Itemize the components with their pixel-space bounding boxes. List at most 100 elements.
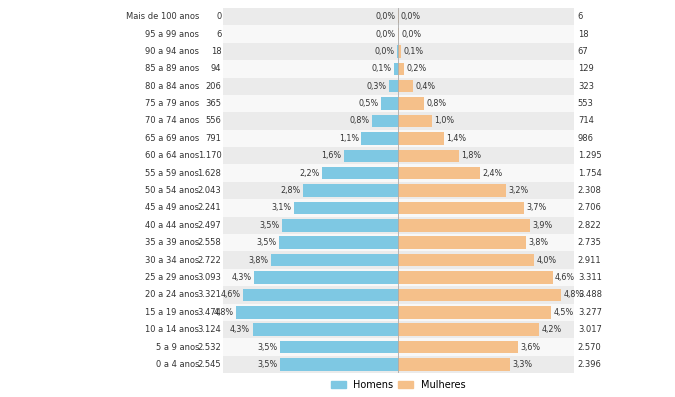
Bar [398,63,404,75]
Text: 94: 94 [211,64,221,73]
Text: 1.170: 1.170 [198,151,221,160]
Text: 2.558: 2.558 [198,238,221,247]
Text: 2.911: 2.911 [578,256,601,265]
Text: 80 a 84 anos: 80 a 84 anos [145,82,199,91]
Text: 2.396: 2.396 [578,360,601,369]
Bar [254,271,398,284]
Text: 67: 67 [578,47,589,56]
Text: 0,0%: 0,0% [401,12,421,21]
Text: 4,8%: 4,8% [214,308,234,317]
Text: 365: 365 [205,99,221,108]
Bar [398,219,530,231]
Text: 1.628: 1.628 [198,169,221,178]
Text: 75 a 79 anos: 75 a 79 anos [145,99,199,108]
Text: 206: 206 [205,82,221,91]
Bar [280,341,398,353]
Text: 3.321: 3.321 [198,291,221,299]
Bar [398,324,539,336]
Text: 0,0%: 0,0% [375,47,395,56]
Text: 4,2%: 4,2% [541,325,562,334]
Text: 50 a 54 anos: 50 a 54 anos [145,186,199,195]
Text: 791: 791 [205,134,221,143]
Text: 4,6%: 4,6% [555,273,575,282]
Bar [281,219,398,231]
Text: 15 a 19 anos: 15 a 19 anos [145,308,199,317]
Bar [0,286,675,304]
Bar [398,306,551,318]
Text: 1,0%: 1,0% [434,116,454,125]
Text: 3,5%: 3,5% [259,221,279,230]
Bar [398,254,534,266]
Bar [0,130,675,147]
Text: 4,3%: 4,3% [232,273,252,282]
Bar [0,356,675,373]
Text: 3.093: 3.093 [198,273,221,282]
Text: 3,1%: 3,1% [271,203,292,212]
Text: 0,2%: 0,2% [406,64,427,73]
Text: 4,3%: 4,3% [230,325,250,334]
Text: 55 a 59 anos: 55 a 59 anos [145,169,199,178]
Text: 986: 986 [578,134,594,143]
Text: 3,2%: 3,2% [508,186,529,195]
Text: 2.308: 2.308 [578,186,601,195]
Bar [344,150,398,162]
Text: 70 a 74 anos: 70 a 74 anos [145,116,199,125]
Text: 2,8%: 2,8% [280,186,300,195]
Text: 0,0%: 0,0% [376,12,396,21]
Text: 0,4%: 0,4% [416,82,436,91]
Bar [303,184,398,197]
Bar [398,184,506,197]
Text: 1.295: 1.295 [578,151,601,160]
Bar [381,97,398,110]
Bar [0,95,675,112]
Text: 1,6%: 1,6% [321,151,342,160]
Text: 3.311: 3.311 [578,273,601,282]
Text: 2.497: 2.497 [198,221,221,230]
Bar [398,167,480,179]
Bar [0,321,675,338]
Text: 3.277: 3.277 [578,308,602,317]
Text: Mais de 100 anos: Mais de 100 anos [126,12,199,21]
Bar [0,60,675,77]
Bar [398,150,458,162]
Text: 0,3%: 0,3% [366,82,386,91]
Text: 0,0%: 0,0% [402,29,422,39]
Text: 323: 323 [578,82,594,91]
Text: 6: 6 [216,29,221,39]
Text: 2.722: 2.722 [198,256,221,265]
Text: 2.735: 2.735 [578,238,601,247]
Text: 1,1%: 1,1% [339,134,359,143]
Bar [252,324,398,336]
Bar [0,251,675,269]
Bar [0,8,675,25]
Text: 2.570: 2.570 [578,343,601,352]
Bar [0,304,675,321]
Bar [389,80,398,93]
Text: 0,8%: 0,8% [427,99,447,108]
Text: 3,8%: 3,8% [528,238,548,247]
Bar [398,341,518,353]
Text: 18: 18 [211,47,221,56]
Text: 556: 556 [205,116,221,125]
Text: 3.017: 3.017 [578,325,601,334]
Text: 2,4%: 2,4% [483,169,503,178]
Text: 4,8%: 4,8% [563,291,583,299]
Bar [0,147,675,164]
Text: 85 a 89 anos: 85 a 89 anos [145,64,199,73]
Text: 2.545: 2.545 [198,360,221,369]
Bar [0,182,675,199]
Text: 0,8%: 0,8% [350,116,370,125]
Bar [373,115,398,127]
Text: 4,6%: 4,6% [221,291,241,299]
Text: 2.532: 2.532 [198,343,221,352]
Text: 25 a 29 anos: 25 a 29 anos [145,273,199,282]
Bar [0,234,675,251]
Text: 3.124: 3.124 [198,325,221,334]
Bar [0,338,675,356]
Bar [398,80,413,93]
Text: 20 a 24 anos: 20 a 24 anos [145,291,199,299]
Bar [0,269,675,286]
Text: 3,7%: 3,7% [526,203,547,212]
Text: 0,5%: 0,5% [358,99,379,108]
Bar [0,164,675,182]
